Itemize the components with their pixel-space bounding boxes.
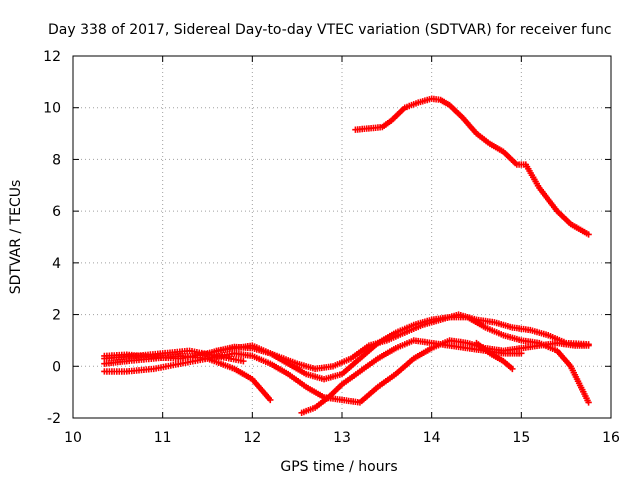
grid-layer (73, 56, 611, 418)
y-tick-label: -2 (47, 411, 61, 427)
series-trace (300, 337, 523, 416)
series-track-1 (352, 95, 592, 238)
y-tick-label: 0 (52, 359, 61, 375)
x-tick-label: 15 (512, 430, 530, 446)
y-axis-label: SDTVAR / TECUs (8, 180, 24, 295)
series-track-4 (101, 352, 274, 404)
y-tick-label: 2 (52, 308, 61, 324)
x-tick-label: 14 (423, 430, 441, 446)
y-tick-label: 8 (52, 152, 61, 168)
y-tick-label: 6 (52, 204, 61, 220)
chart-title: Day 338 of 2017, Sidereal Day-to-day VTE… (48, 22, 612, 38)
y-tick-label: 4 (52, 256, 61, 272)
y-tick-label: 12 (43, 49, 61, 65)
data-layer (101, 95, 592, 417)
x-tick-label: 13 (333, 430, 351, 446)
x-tick-label: 12 (243, 430, 261, 446)
series-trace (103, 353, 272, 402)
series-track-2 (101, 311, 592, 373)
x-tick-label: 16 (602, 430, 620, 446)
tick-layer: 10 11 12 13 14 15 16 -2 0 2 4 6 8 10 12 (43, 49, 620, 446)
x-tick-label: 10 (64, 430, 82, 446)
series-trace (215, 314, 591, 404)
y-tick-label: 10 (43, 101, 61, 117)
x-axis-label: GPS time / hours (280, 459, 397, 475)
series-trace (475, 341, 514, 371)
series-track-8 (101, 347, 247, 365)
series-track-7 (473, 339, 516, 373)
series-trace (103, 347, 245, 364)
x-tick-label: 11 (154, 430, 172, 446)
series-track-5 (213, 313, 592, 406)
series-trace (354, 95, 590, 237)
